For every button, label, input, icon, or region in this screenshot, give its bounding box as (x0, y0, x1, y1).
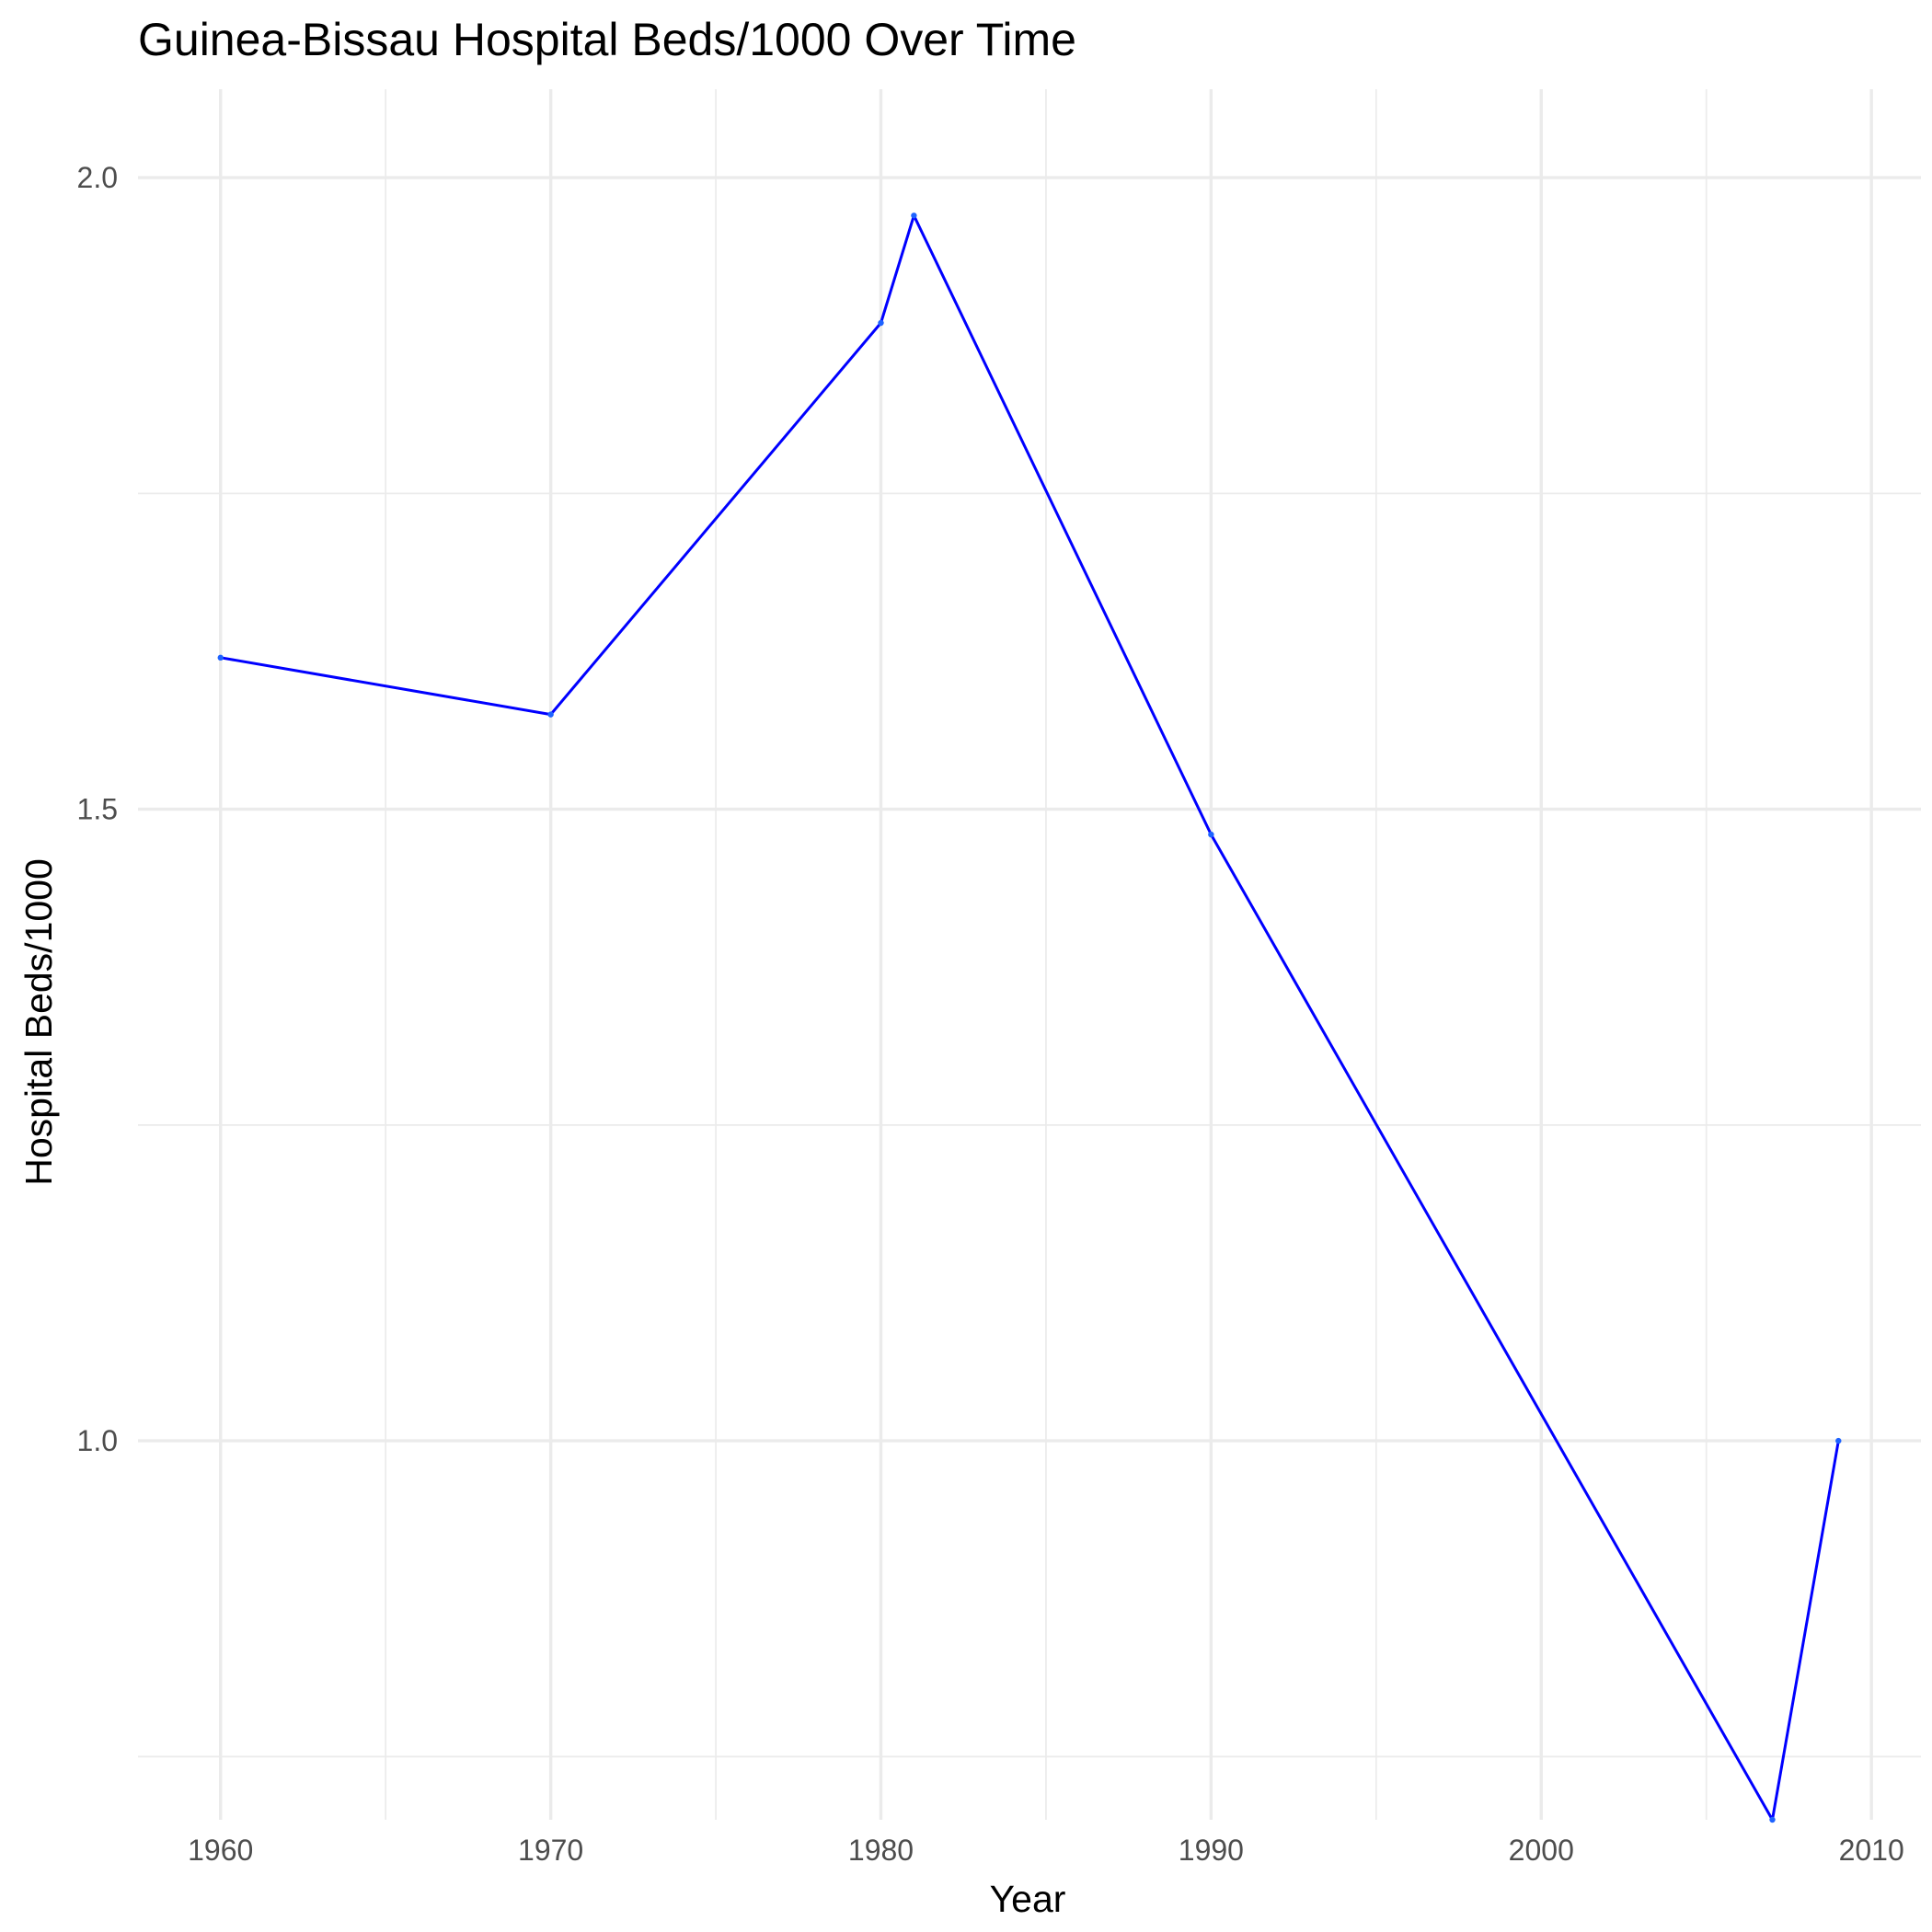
x-tick-label: 2010 (1839, 1834, 1904, 1867)
x-tick-label: 1980 (848, 1834, 914, 1867)
data-point (1769, 1816, 1776, 1823)
data-point (878, 319, 884, 327)
grid (138, 89, 1921, 1820)
data-point (217, 654, 224, 661)
x-tick-label: 1990 (1179, 1834, 1244, 1867)
y-axis-title: Hospital Beds/1000 (17, 858, 60, 1186)
data-point (1835, 1437, 1842, 1444)
x-axis-title: Year (990, 1878, 1066, 1920)
x-tick-label: 1970 (518, 1834, 583, 1867)
y-tick-label: 1.5 (77, 793, 118, 826)
y-axis-ticks: 1.0 1.5 2.0 (77, 161, 118, 1457)
y-tick-label: 1.0 (77, 1424, 118, 1457)
series-layer (217, 213, 1842, 1823)
x-tick-label: 2000 (1509, 1834, 1574, 1867)
chart-title: Guinea-Bissau Hospital Beds/1000 Over Ti… (138, 14, 1076, 65)
y-tick-label: 2.0 (77, 161, 118, 194)
x-axis-ticks: 1960 1970 1980 1990 2000 2010 (188, 1834, 1904, 1867)
x-tick-label: 1960 (188, 1834, 253, 1867)
data-point (547, 711, 554, 718)
data-point (1208, 831, 1214, 838)
data-point (911, 213, 917, 219)
